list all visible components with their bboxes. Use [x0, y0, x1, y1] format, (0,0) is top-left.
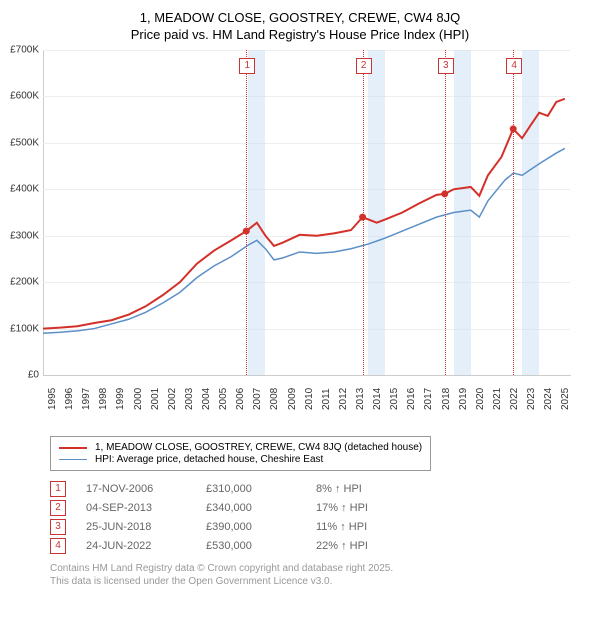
transaction-row-badge: 4: [50, 538, 66, 554]
legend-swatch: [59, 447, 87, 449]
transaction-price: £340,000: [206, 502, 316, 514]
x-axis-label: 2002: [167, 388, 177, 410]
x-axis-label: 1999: [115, 388, 125, 410]
transaction-diff: 8% ↑ HPI: [316, 483, 406, 495]
x-axis-label: 1996: [64, 388, 74, 410]
transaction-row-badge: 1: [50, 481, 66, 497]
transaction-date: 25-JUN-2018: [86, 521, 206, 533]
x-axis-label: 2004: [201, 388, 211, 410]
x-axis-label: 2016: [406, 388, 416, 410]
x-axis-label: 2008: [269, 388, 279, 410]
x-axis-label: 2009: [287, 388, 297, 410]
x-axis-label: 2024: [543, 388, 553, 410]
x-axis-label: 1998: [98, 388, 108, 410]
transaction-marker-badge: 4: [506, 58, 522, 74]
y-axis-label: £300K: [6, 230, 39, 241]
legend-label: 1, MEADOW CLOSE, GOOSTREY, CREWE, CW4 8J…: [95, 442, 422, 453]
line-chart-svg: [43, 50, 570, 375]
title-line-2: Price paid vs. HM Land Registry's House …: [10, 27, 590, 42]
x-axis-label: 2005: [218, 388, 228, 410]
series-line-property_price: [43, 99, 565, 329]
x-axis-label: 2025: [560, 388, 570, 410]
x-axis-label: 1995: [47, 388, 57, 410]
x-axis-label: 2006: [235, 388, 245, 410]
x-axis-label: 2001: [150, 388, 160, 410]
x-axis-label: 2013: [355, 388, 365, 410]
x-axis-label: 2019: [458, 388, 468, 410]
transaction-diff: 22% ↑ HPI: [316, 540, 406, 552]
x-axis-label: 2015: [389, 388, 399, 410]
x-axis-label: 2011: [321, 388, 331, 410]
transaction-row: 4 24-JUN-2022£530,00022% ↑ HPI: [50, 538, 590, 554]
x-axis-label: 2020: [475, 388, 485, 410]
transaction-row: 2 04-SEP-2013£340,00017% ↑ HPI: [50, 500, 590, 516]
transaction-marker-badge: 2: [356, 58, 372, 74]
legend: 1, MEADOW CLOSE, GOOSTREY, CREWE, CW4 8J…: [50, 436, 431, 471]
chart-area: 1234 £0£100K£200K£300K£400K£500K£600K£70…: [10, 50, 570, 430]
transaction-row: 1 17-NOV-2006£310,0008% ↑ HPI: [50, 481, 590, 497]
x-axis-label: 2021: [492, 388, 502, 410]
x-axis-label: 2003: [184, 388, 194, 410]
x-axis-label: 2012: [338, 388, 348, 410]
x-axis-label: 2023: [526, 388, 536, 410]
transaction-marker-badge: 3: [438, 58, 454, 74]
x-axis-label: 2022: [509, 388, 519, 410]
footer-attribution: Contains HM Land Registry data © Crown c…: [50, 562, 590, 588]
transaction-date: 24-JUN-2022: [86, 540, 206, 552]
y-axis-label: £700K: [6, 45, 39, 56]
y-axis-label: £0: [6, 370, 39, 381]
x-axis-label: 1997: [81, 388, 91, 410]
x-axis-label: 2010: [304, 388, 314, 410]
x-axis-label: 2014: [372, 388, 382, 410]
transaction-marker-line: [363, 50, 365, 375]
x-axis-label: 2007: [252, 388, 262, 410]
transaction-table: 1 17-NOV-2006£310,0008% ↑ HPI 2 04-SEP-2013…: [50, 481, 590, 554]
transaction-price: £310,000: [206, 483, 316, 495]
transaction-date: 17-NOV-2006: [86, 483, 206, 495]
transaction-marker-badge: 1: [239, 58, 255, 74]
transaction-row-badge: 2: [50, 500, 66, 516]
legend-item: 1, MEADOW CLOSE, GOOSTREY, CREWE, CW4 8J…: [59, 442, 422, 453]
x-axis-label: 2018: [441, 388, 451, 410]
y-axis-label: £100K: [6, 323, 39, 334]
legend-label: HPI: Average price, detached house, Ches…: [95, 454, 323, 465]
x-axis-label: 2017: [423, 388, 433, 410]
legend-item: HPI: Average price, detached house, Ches…: [59, 454, 422, 465]
title-line-1: 1, MEADOW CLOSE, GOOSTREY, CREWE, CW4 8J…: [10, 10, 590, 25]
y-axis-label: £200K: [6, 277, 39, 288]
y-axis-label: £400K: [6, 184, 39, 195]
transaction-row: 3 25-JUN-2018£390,00011% ↑ HPI: [50, 519, 590, 535]
transaction-diff: 11% ↑ HPI: [316, 521, 406, 533]
transaction-date: 04-SEP-2013: [86, 502, 206, 514]
chart-title: 1, MEADOW CLOSE, GOOSTREY, CREWE, CW4 8J…: [10, 10, 590, 42]
y-axis-label: £500K: [6, 137, 39, 148]
transaction-price: £530,000: [206, 540, 316, 552]
transaction-marker-line: [246, 50, 248, 375]
footer-line-1: Contains HM Land Registry data © Crown c…: [50, 562, 590, 575]
transaction-diff: 17% ↑ HPI: [316, 502, 406, 514]
transaction-price: £390,000: [206, 521, 316, 533]
transaction-marker-line: [445, 50, 447, 375]
legend-swatch: [59, 459, 87, 461]
transaction-marker-line: [513, 50, 515, 375]
y-axis-label: £600K: [6, 91, 39, 102]
footer-line-2: This data is licensed under the Open Gov…: [50, 575, 590, 588]
x-axis-label: 2000: [133, 388, 143, 410]
transaction-row-badge: 3: [50, 519, 66, 535]
